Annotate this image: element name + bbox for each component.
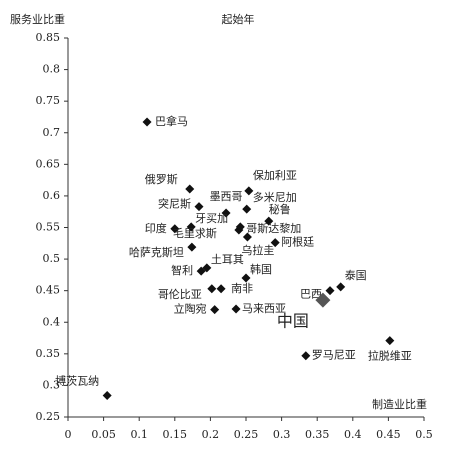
x-tick-label: 0: [65, 428, 72, 441]
point-label: 巴西: [300, 288, 322, 301]
point: [231, 304, 241, 314]
point-label: 拉脱维亚: [368, 349, 412, 363]
x-tick-label: 0.15: [163, 428, 188, 441]
point-label: 牙买加: [195, 212, 228, 225]
point-label: 阿根廷: [281, 235, 314, 249]
point-label: 秘鲁: [269, 202, 291, 216]
y-axis-label: 服务业比重: [10, 12, 65, 26]
point: [102, 391, 112, 401]
point-label: 印度: [145, 221, 167, 235]
point: [385, 336, 395, 346]
point: [216, 284, 226, 294]
point-label: 毛里求斯: [173, 227, 217, 240]
point-label: 韩国: [250, 262, 272, 276]
y-tick-label: 0.6: [43, 189, 61, 202]
point: [234, 225, 244, 235]
x-tick-label: 0.1: [130, 428, 148, 441]
point-label: 博茨瓦纳: [55, 374, 99, 388]
x-tick-label: 0.45: [376, 428, 401, 441]
point: [325, 286, 335, 296]
point-label: 墨西哥: [210, 190, 243, 203]
point: [264, 216, 274, 226]
point-label: 土耳其: [211, 253, 244, 266]
x-tick-label: 0.4: [344, 428, 362, 441]
point: [241, 273, 251, 283]
point: [142, 117, 152, 127]
point: [221, 208, 231, 218]
point-label: 乌拉圭: [241, 243, 274, 257]
point-label: 中国: [277, 312, 309, 331]
chart-title: 起始年: [222, 12, 255, 26]
x-tick-label: 0.3: [273, 428, 291, 441]
y-tick-label: 0.7: [43, 126, 61, 139]
x-tick-label: 0.5: [415, 428, 433, 441]
x-axis-label: 制造业比重: [372, 397, 427, 411]
point-label: 哈萨克斯坦: [129, 245, 184, 259]
point-label: 多米尼加: [253, 190, 297, 204]
point: [301, 351, 311, 361]
y-tick-label: 0.5: [43, 252, 61, 265]
y-tick-label: 0.8: [43, 63, 61, 76]
point-label: 哥斯达黎加: [246, 221, 301, 235]
point: [336, 282, 346, 292]
x-tick-label: 0.25: [234, 428, 259, 441]
point-label: 哥伦比亚: [158, 287, 202, 301]
y-tick-label: 0.65: [36, 157, 61, 170]
point: [210, 305, 220, 315]
y-tick-label: 0.45: [36, 284, 61, 297]
y-tick-label: 0.85: [36, 31, 61, 44]
point-label: 南非: [231, 282, 253, 295]
point: [194, 202, 204, 212]
point: [187, 242, 197, 252]
x-tick-label: 0.35: [305, 428, 330, 441]
point: [170, 224, 180, 234]
point: [315, 292, 331, 308]
y-tick-label: 0.75: [36, 94, 61, 107]
point-label: 智利: [171, 263, 193, 277]
point: [270, 238, 280, 248]
point: [196, 266, 206, 276]
point-label: 泰国: [345, 268, 367, 282]
y-tick-label: 0.25: [36, 410, 61, 423]
point: [186, 222, 196, 232]
x-tick-label: 0.05: [91, 428, 116, 441]
point: [242, 204, 252, 214]
point-label: 俄罗斯: [145, 173, 178, 186]
point-label: 保加利亚: [253, 168, 297, 182]
y-tick-label: 0.35: [36, 347, 61, 360]
point-label: 马来西亚: [242, 302, 286, 315]
y-tick-label: 0.3: [43, 378, 61, 391]
y-tick-label: 0.4: [43, 315, 61, 328]
y-tick-label: 0.55: [36, 221, 61, 234]
point-label: 巴拿马: [155, 114, 188, 128]
point-label: 立陶宛: [174, 302, 207, 316]
point: [242, 232, 252, 242]
x-tick-label: 0.2: [202, 428, 220, 441]
point: [244, 186, 254, 196]
point-label: 突尼斯: [158, 197, 191, 211]
point: [185, 184, 195, 194]
point-label: 罗马尼亚: [312, 349, 356, 362]
point: [207, 284, 217, 294]
